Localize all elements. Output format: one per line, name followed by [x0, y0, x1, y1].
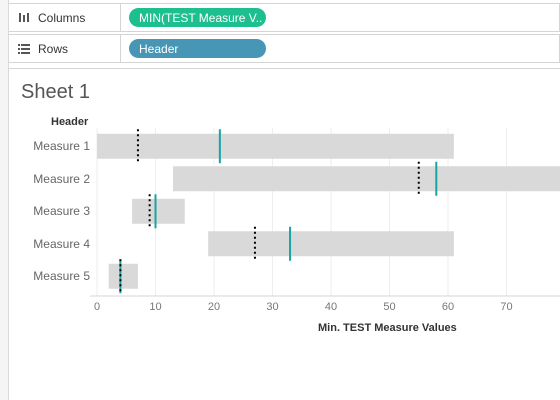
x-tick-label: 20 — [208, 301, 220, 313]
row-label: Measure 1 — [33, 139, 90, 154]
columns-icon — [16, 12, 32, 23]
sheet-title: Sheet 1 — [21, 81, 90, 103]
columns-shelf-label: Columns — [9, 4, 121, 31]
x-tick-label: 70 — [500, 301, 512, 313]
row-label: Measure 5 — [33, 269, 90, 284]
range-bar[interactable] — [173, 166, 560, 192]
rows-label-text: Rows — [38, 41, 69, 56]
range-bar[interactable] — [208, 231, 454, 257]
x-tick-label: 10 — [149, 301, 161, 313]
columns-shelf[interactable]: Columns MIN(TEST Measure V.. — [9, 3, 560, 32]
row-header-title: Header — [51, 116, 89, 128]
columns-measure-pill[interactable]: MIN(TEST Measure V.. — [129, 8, 266, 27]
rows-header-pill[interactable]: Header — [129, 39, 266, 58]
x-tick-label: 60 — [442, 301, 454, 313]
rows-shelf[interactable]: Rows Header — [9, 34, 560, 63]
left-panel-edge — [0, 0, 9, 400]
x-tick-label: 30 — [266, 301, 278, 313]
x-tick-label: 50 — [383, 301, 395, 313]
range-bar[interactable] — [132, 198, 185, 224]
row-label: Measure 2 — [33, 171, 90, 186]
x-axis-title: Min. TEST Measure Values — [318, 322, 457, 334]
range-bar[interactable] — [97, 133, 454, 159]
row-label: Measure 4 — [33, 236, 90, 251]
x-tick-label: 40 — [325, 301, 337, 313]
rows-icon — [16, 43, 32, 54]
range-bar[interactable] — [108, 263, 138, 289]
columns-label-text: Columns — [38, 10, 86, 25]
row-label: Measure 3 — [33, 204, 90, 219]
x-tick-label: 0 — [94, 301, 100, 313]
rows-shelf-label: Rows — [9, 35, 121, 62]
